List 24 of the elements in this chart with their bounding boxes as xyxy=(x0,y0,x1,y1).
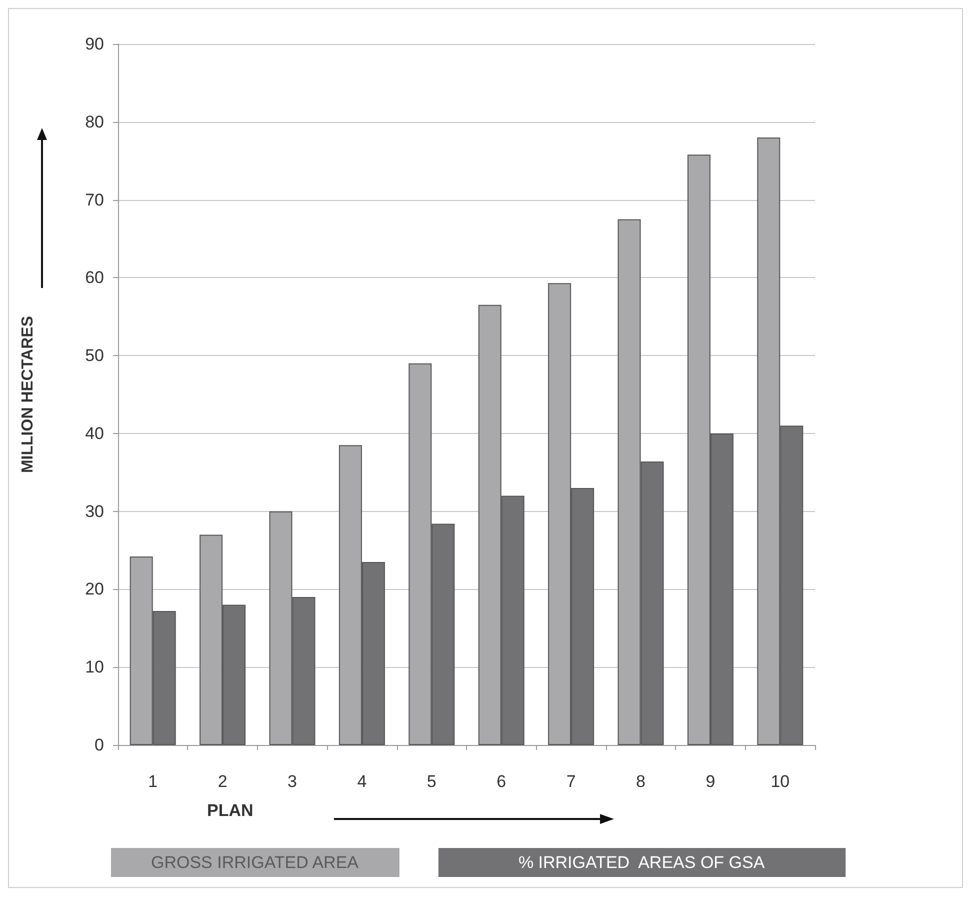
y-tick-label: 90 xyxy=(85,34,104,54)
y-tick-label: 50 xyxy=(85,346,104,366)
y-tick-label: 20 xyxy=(85,580,104,599)
y-tick-label: 40 xyxy=(85,424,104,443)
x-tick-label: 6 xyxy=(496,772,506,791)
x-tick-label: 3 xyxy=(288,772,297,791)
y-tick-label: 0 xyxy=(94,736,104,754)
x-tick-label: 9 xyxy=(706,772,716,791)
y-tick-label: 80 xyxy=(85,112,104,132)
x-tick-label: 8 xyxy=(636,772,646,791)
y-axis-title: MILLION HECTARES xyxy=(20,316,36,474)
text: GROSS IRRIGATED AREA xyxy=(151,853,360,872)
x-tick-label: 4 xyxy=(357,772,367,791)
y-tick-label: 60 xyxy=(85,268,104,288)
x-tick-label: 1 xyxy=(148,772,158,791)
y-tick-label: 30 xyxy=(85,502,104,521)
x-tick-label: 7 xyxy=(566,772,576,791)
x-tick-label: 10 xyxy=(770,772,790,791)
x-tick-label: 2 xyxy=(218,772,228,791)
x-tick-label: 5 xyxy=(426,772,436,791)
text: % IRRIGATED AREAS OF GSA xyxy=(518,853,766,872)
y-tick-label: 70 xyxy=(85,190,104,210)
x-axis-title: PLAN xyxy=(207,801,254,820)
y-tick-label: 10 xyxy=(85,658,104,677)
